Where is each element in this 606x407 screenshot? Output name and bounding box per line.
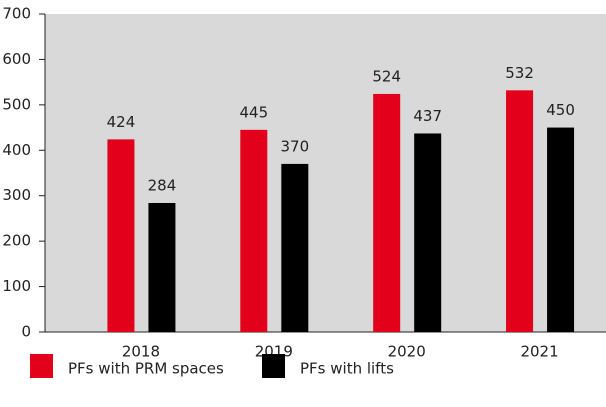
bar — [107, 139, 135, 332]
bar — [506, 90, 534, 332]
x-tick-label: 2020 — [388, 343, 426, 361]
data-label: 284 — [148, 176, 177, 194]
legend-swatch — [262, 354, 285, 378]
data-label: 450 — [546, 101, 575, 119]
bar — [547, 127, 575, 332]
y-tick-label: 600 — [2, 50, 31, 68]
data-label: 424 — [107, 113, 136, 131]
bar — [373, 93, 401, 332]
bar — [281, 163, 309, 332]
x-tick-label: 2021 — [520, 343, 558, 361]
y-tick-label: 300 — [2, 186, 31, 204]
bar — [414, 133, 442, 332]
data-label: 370 — [280, 137, 309, 155]
data-label: 445 — [239, 103, 268, 121]
y-tick-label: 0 — [21, 323, 31, 341]
legend-label: PFs with lifts — [300, 360, 394, 378]
data-label: 532 — [505, 64, 534, 82]
y-tick-label: 700 — [2, 5, 31, 23]
data-label: 437 — [413, 107, 442, 125]
y-tick-label: 100 — [2, 277, 31, 295]
legend-swatch — [30, 354, 53, 378]
data-label: 524 — [372, 67, 401, 85]
bar — [240, 129, 268, 332]
legend-label: PFs with PRM spaces — [68, 360, 224, 378]
bar — [148, 202, 176, 332]
y-tick-label: 400 — [2, 141, 31, 159]
y-tick-label: 500 — [2, 95, 31, 113]
y-tick-label: 200 — [2, 232, 31, 250]
x-tick-label: 2018 — [122, 343, 160, 361]
